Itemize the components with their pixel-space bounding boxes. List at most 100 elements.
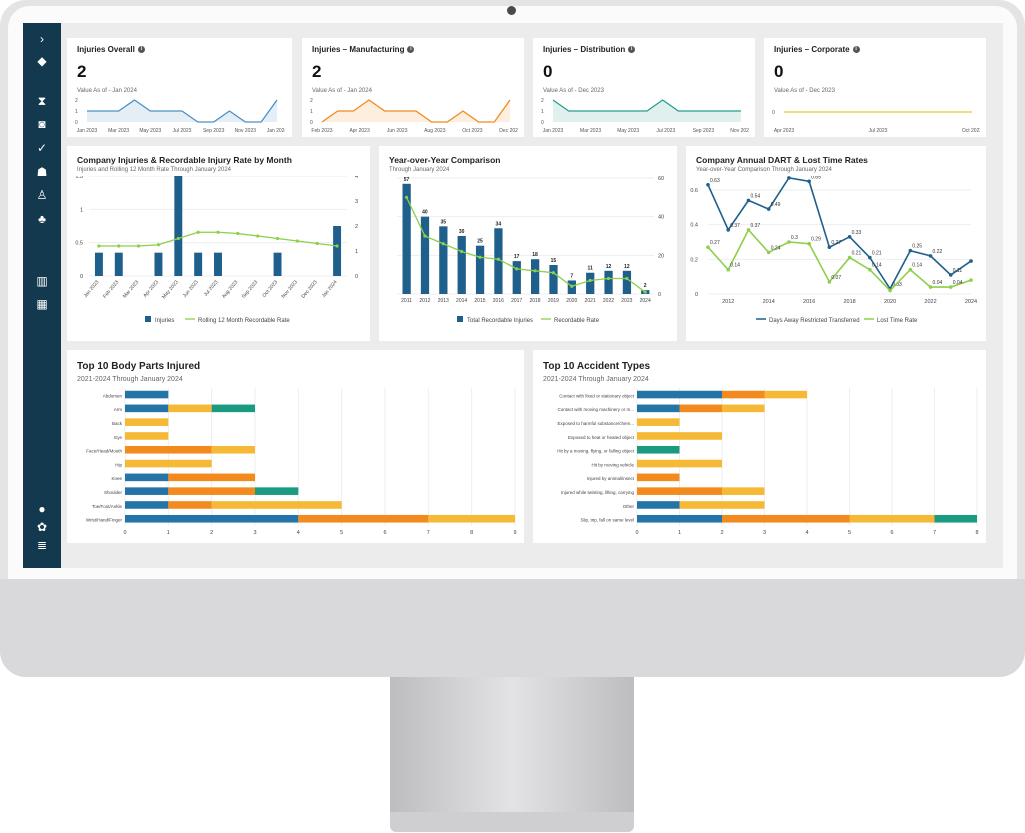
bar-injuries (273, 252, 282, 276)
line-point (928, 254, 933, 258)
x-tick-label: 8 (470, 530, 473, 536)
y-tick-label: 0.4 (690, 223, 698, 229)
x-tick-label: 5 (848, 530, 851, 536)
kpi-as-of: Value As of - Jan 2024 (312, 88, 372, 94)
bar-segment (637, 432, 722, 440)
info-icon[interactable]: i (628, 46, 636, 54)
kpi-card-corporate[interactable]: Injuries – Corporate i 0 Value As of - De… (764, 38, 986, 137)
dart-chart: 0 0.2 0.4 0.6 0.63 0.37 0.54 0.49 0.67 0.65 0.27 0.… (690, 176, 977, 324)
bar-segment (637, 473, 680, 482)
y2-tick-label: 4 (355, 176, 358, 180)
x-tick-label: Nov 2023 (730, 128, 749, 134)
x-tick-label: May 2023 (161, 279, 180, 300)
settings-icon[interactable]: ✿ (36, 520, 48, 534)
point-recordable-rate (441, 242, 445, 246)
data-label: 0.49 (771, 202, 781, 208)
hourglass-icon[interactable]: ⧗ (37, 94, 47, 108)
legend-label: Rolling 12 Month Recordable Rate (198, 318, 290, 324)
y2-tick-label: 2 (355, 224, 358, 230)
y-category-label: Back (112, 421, 123, 426)
bar-injuries (333, 226, 342, 276)
y2-tick-label: 0 (355, 274, 358, 280)
x-tick-label: 1 (167, 530, 170, 536)
sparkline: 2 1 0 Feb 2023 Apr 2023 Jun 2023 Aug 2023 Oct 2… (310, 98, 518, 134)
x-tick-label: 2021 (585, 298, 596, 304)
kpi-card-distribution[interactable]: Injuries – Distribution i 0 Value As of -… (533, 38, 755, 137)
bar-segment (125, 501, 169, 509)
kpi-title: Injuries – Corporate i (774, 45, 860, 54)
y-tick-label: 2 (75, 98, 78, 104)
bar-segment (679, 501, 765, 509)
y-category-label: Other (623, 504, 635, 509)
x-tick-label: 6 (890, 530, 893, 536)
info-icon[interactable]: i (852, 46, 860, 54)
walking-person-icon[interactable]: ♙ (36, 188, 48, 202)
bank-icon[interactable]: ▦ (36, 297, 48, 311)
x-tick-label: Dec 2023 (300, 279, 318, 299)
card-subtitle: 2021-2024 Through January 2024 (543, 376, 649, 383)
x-tick-label: 2024 (640, 298, 651, 304)
sparkline-line (87, 99, 278, 123)
y-tick-label: 0 (310, 120, 313, 126)
x-tick-label: 2024 (965, 299, 977, 305)
y-tick-label: 1.5 (75, 176, 83, 180)
data-label: 0.33 (852, 230, 862, 236)
line-point (787, 176, 791, 180)
bar-segment (168, 487, 255, 495)
bar-segment (637, 459, 722, 468)
data-label: 0.03 (892, 282, 902, 288)
y-tick-label: 0.2 (690, 257, 698, 263)
x-tick-label: Jul 2023 (656, 128, 675, 134)
binoculars-icon[interactable]: ◙ (38, 117, 46, 131)
kpi-as-of: Value As of - Jan 2024 (77, 88, 137, 94)
y-tick-label: 1 (75, 109, 78, 115)
info-icon[interactable]: i (407, 46, 415, 54)
user-icon[interactable]: ● (38, 502, 46, 516)
line-point (807, 241, 811, 246)
bar-segment (722, 514, 850, 523)
x-tick-label: 5 (340, 530, 343, 536)
y-category-label: Contact with moving machinery or m... (557, 407, 634, 412)
point-rolling-rate (196, 230, 200, 234)
x-tick-label: Sep 2023 (203, 128, 225, 134)
info-icon[interactable]: i (137, 46, 145, 54)
y-category-label: Face/Head/Mouth (86, 449, 122, 454)
accident-types-chart: 0 1 2 3 4 5 6 7 8 Contact with fixed or stationar… (557, 388, 979, 536)
bar-total-recordable (439, 226, 448, 294)
hand-user-icon[interactable]: ☗ (36, 165, 48, 179)
point-recordable-rate (404, 195, 409, 199)
x-tick-label: Mar 2023 (580, 128, 601, 134)
bar-segment (764, 390, 807, 399)
factory-icon[interactable]: ▥ (36, 274, 48, 288)
x-tick-label: Mar 2023 (122, 279, 140, 299)
bar-total-recordable (420, 216, 430, 294)
x-tick-label: Feb 2023 (102, 279, 120, 299)
accident-types-card: Top 10 Accident Types 2021-2024 Through … (533, 350, 986, 543)
y-tick-label: 1 (80, 207, 83, 213)
bar-segment (125, 390, 169, 399)
compass-icon[interactable]: ◆ (37, 54, 47, 68)
y-category-label: Knee (111, 476, 122, 481)
card-subtitle: Injuries and Rolling 12 Month Rate Throu… (77, 167, 231, 173)
kpi-card-overall[interactable]: Injuries Overall i 2 Value As of - Jan 20… (67, 38, 292, 137)
y-category-label: Exposed to heat or heated object (568, 435, 635, 440)
chevron-right-icon[interactable]: › (40, 32, 44, 46)
line-series (707, 228, 972, 292)
x-tick-label: 2022 (924, 299, 936, 305)
card-title: Top 10 Body Parts Injured (77, 361, 201, 372)
point-recordable-rate (496, 257, 500, 261)
data-label: 0.22 (933, 249, 943, 255)
bar-segment (125, 459, 212, 468)
point-recordable-rate (478, 255, 482, 259)
y-category-label: Abdomen (103, 393, 123, 398)
line-point (787, 240, 791, 244)
kpi-card-manufacturing[interactable]: Injuries – Manufacturing i 2 Value As of … (302, 38, 524, 137)
plant-icon[interactable]: ♣ (38, 212, 46, 226)
x-tick-label: Jul 2023 (173, 128, 192, 134)
bar-segment (125, 418, 169, 426)
checkmark-icon[interactable]: ✓ (36, 141, 48, 155)
bar-segment (722, 487, 765, 495)
data-label: 0.04 (933, 280, 943, 286)
database-icon[interactable]: ≣ (36, 538, 48, 552)
card-title: Company Annual DART & Lost Time Rates (696, 155, 868, 165)
